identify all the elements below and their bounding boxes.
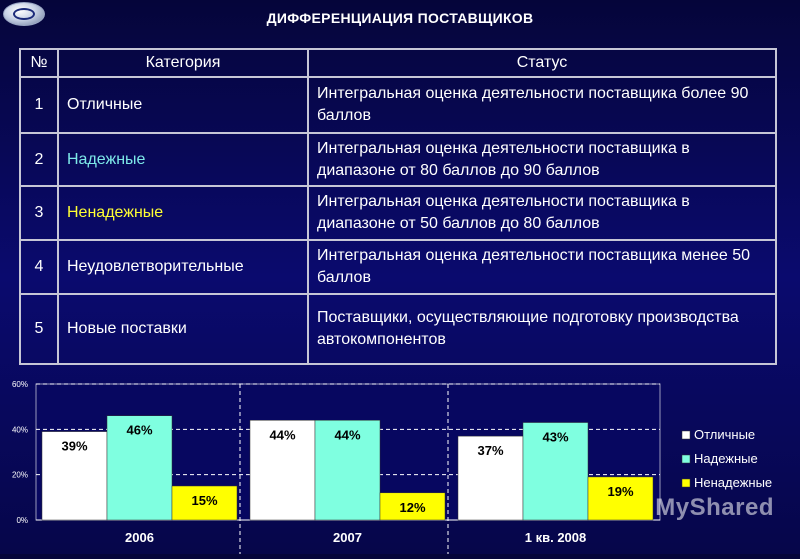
x-category-label: 1 кв. 2008 xyxy=(525,530,586,545)
bar xyxy=(379,492,446,521)
table-row: 3 Ненадежные Интегральная оценка деятель… xyxy=(19,185,777,241)
row-category: Ненадежные xyxy=(57,185,309,241)
bar xyxy=(522,422,589,521)
table-row: 4 Неудовлетворительные Интегральная оцен… xyxy=(19,238,777,295)
row-category: Надежные xyxy=(57,132,309,188)
table-header-row: № Категория Статус xyxy=(19,48,777,78)
bar-data-label: 19% xyxy=(607,484,633,499)
row-status: Интегральная оценка деятельности поставщ… xyxy=(307,185,777,241)
bar xyxy=(106,415,173,521)
legend-swatch xyxy=(681,454,691,464)
row-category: Новые поставки xyxy=(57,292,309,366)
y-tick-label: 60% xyxy=(12,380,28,389)
row-category: Отличные xyxy=(57,75,309,135)
table-row: 2 Надежные Интегральная оценка деятельно… xyxy=(19,132,777,188)
bar-data-label: 43% xyxy=(542,430,568,445)
bar-data-label: 39% xyxy=(61,439,87,454)
legend-label: Надежные xyxy=(694,451,758,466)
bar xyxy=(249,420,316,521)
bar-data-label: 44% xyxy=(269,427,295,442)
bar xyxy=(457,435,524,521)
x-category-label: 2006 xyxy=(125,530,154,545)
bar-data-label: 37% xyxy=(477,443,503,458)
bar xyxy=(587,476,654,521)
row-category: Неудовлетворительные xyxy=(57,238,309,295)
supplier-distribution-chart: 0% 20% 40% 60% 39% 46% 15% 2006 44% 44% 12% 2007 37%… xyxy=(0,372,800,554)
bar xyxy=(171,485,238,521)
row-status: Интегральная оценка деятельности поставщ… xyxy=(307,238,777,295)
bar-data-label: 12% xyxy=(399,500,425,515)
x-category-label: 2007 xyxy=(333,530,362,545)
bar-data-label: 44% xyxy=(334,427,360,442)
legend-swatch xyxy=(681,430,691,440)
supplier-category-table: № Категория Статус 1 Отличные Интегральн… xyxy=(19,48,777,366)
row-status: Интегральная оценка деятельности поставщ… xyxy=(307,132,777,188)
header-number: № xyxy=(19,48,59,78)
row-number: 5 xyxy=(19,292,59,366)
lada-logo xyxy=(3,2,45,26)
row-status: Интегральная оценка деятельности поставщ… xyxy=(307,75,777,135)
watermark-text: MyShared xyxy=(655,494,774,521)
row-number: 3 xyxy=(19,185,59,241)
bar-data-label: 15% xyxy=(191,493,217,508)
bar xyxy=(314,420,381,521)
bar-chart-svg: 0% 20% 40% 60% 39% 46% 15% 2006 44% 44% 12% 2007 37%… xyxy=(12,380,772,554)
header-status: Статус xyxy=(307,48,777,78)
bar xyxy=(41,431,108,521)
bar-data-label: 46% xyxy=(126,423,152,438)
row-number: 1 xyxy=(19,75,59,135)
table-row: 1 Отличные Интегральная оценка деятельно… xyxy=(19,75,777,135)
row-number: 2 xyxy=(19,132,59,188)
legend-swatch xyxy=(681,478,691,488)
legend-label: Ненадежные xyxy=(694,475,772,490)
row-status: Поставщики, осуществляющие подготовку пр… xyxy=(307,292,777,366)
table-row: 5 Новые поставки Поставщики, осуществляю… xyxy=(19,292,777,366)
y-tick-label: 40% xyxy=(12,425,28,434)
legend-label: Отличные xyxy=(694,427,755,442)
page-title: ДИФФЕРЕНЦИАЦИЯ ПОСТАВЩИКОВ xyxy=(266,10,534,26)
y-tick-label: 20% xyxy=(12,471,28,480)
y-tick-label: 0% xyxy=(16,516,28,525)
header-category: Категория xyxy=(57,48,309,78)
row-number: 4 xyxy=(19,238,59,295)
